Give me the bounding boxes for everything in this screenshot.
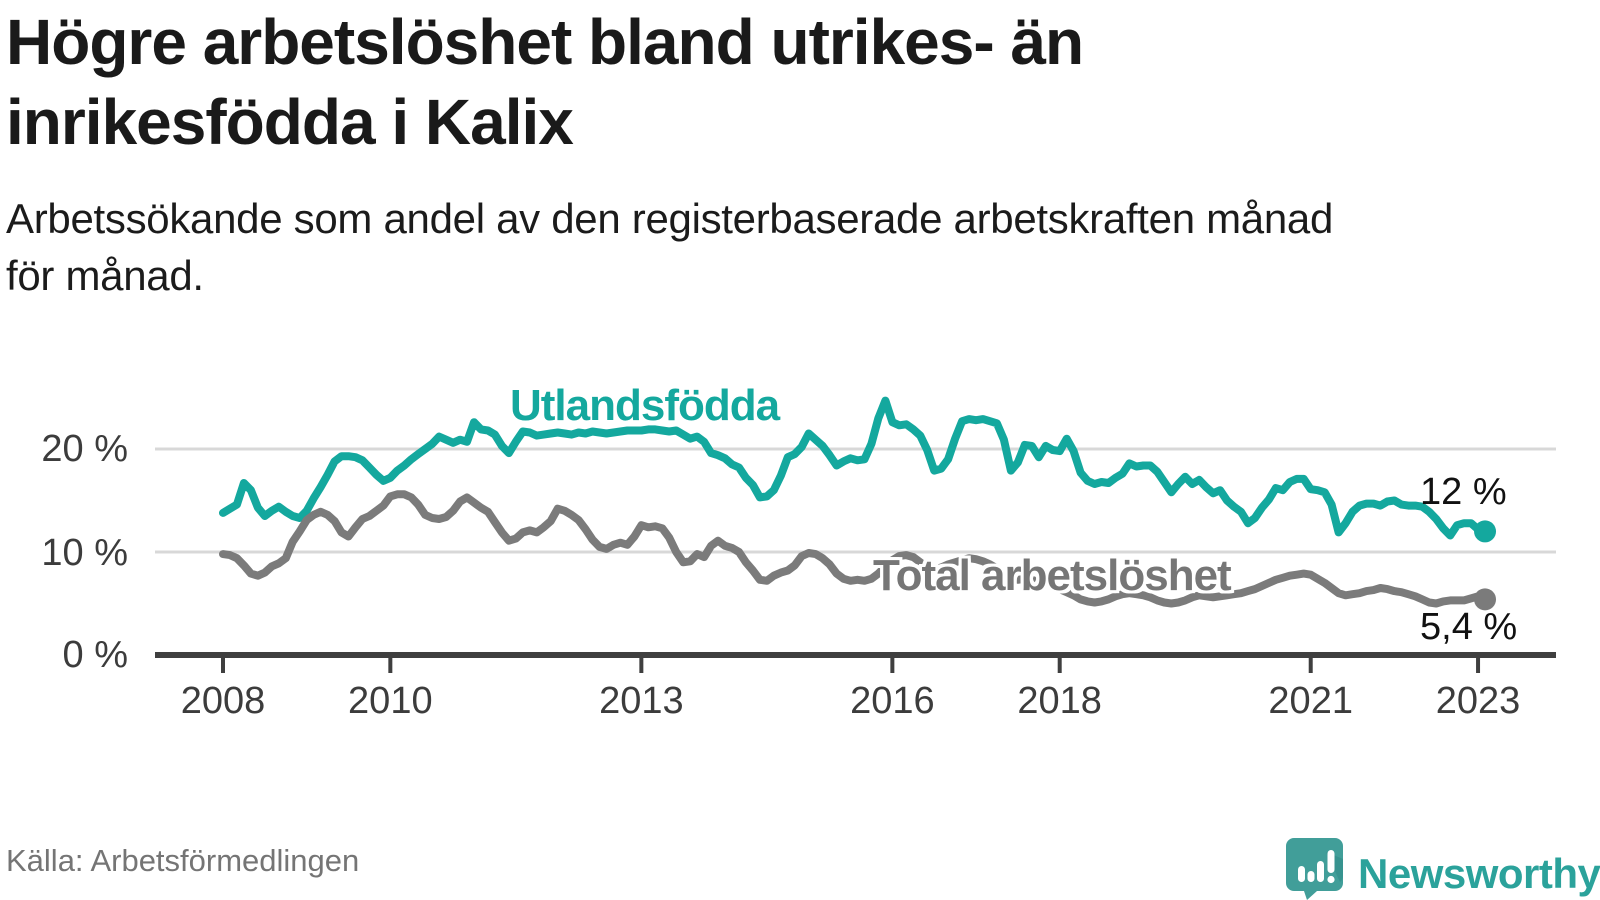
x-axis-tick-label-2023: 2023 (1435, 680, 1521, 722)
series-label-utlandsfodda: Utlandsfödda (510, 381, 780, 430)
end-dot-0 (1474, 520, 1497, 543)
series-line-0 (219, 396, 1489, 540)
subtitle-line2: för månad. (6, 252, 204, 299)
source-attribution: Källa: Arbetsförmedlingen (6, 843, 360, 878)
title-line2: inrikesfödda i Kalix (6, 86, 574, 158)
series-label-total-arbetsloshet: Total arbetslöshet (873, 551, 1232, 600)
end-value-label-utlandsfodda: 12 % (1420, 471, 1507, 513)
x-axis-tick-label-2013: 2013 (599, 680, 684, 722)
chart-subtitle: Arbetssökande som andel av den registerb… (6, 190, 1333, 304)
x-axis-tick-label-2010: 2010 (348, 680, 433, 722)
page-title: Högre arbetslöshet bland utrikes- än inr… (6, 2, 1084, 162)
newsworthy-brand-name: Newsworthy (1358, 850, 1600, 897)
end-dot-1 (1474, 588, 1497, 611)
subtitle-line1: Arbetssökande som andel av den registerb… (6, 195, 1334, 242)
x-axis-tick-label-2008: 2008 (180, 680, 266, 722)
x-axis-tick-label-2021: 2021 (1268, 680, 1353, 722)
x-axis-tick-label-2018: 2018 (1017, 680, 1102, 722)
y-axis-tick-label-0: 0 % (62, 634, 128, 676)
y-axis-tick-label-20: 20 % (41, 428, 128, 470)
title-line1: Högre arbetslöshet bland utrikes- än (6, 6, 1084, 78)
series-line-1 (219, 490, 1489, 608)
y-axis-tick-label-10: 10 % (41, 532, 128, 574)
newsworthy-pin-icon (1286, 838, 1343, 900)
x-axis-tick-label-2016: 2016 (850, 680, 935, 722)
newsworthy-logo: Newsworthy (1286, 838, 1600, 900)
end-value-label-total: 5,4 % (1420, 606, 1518, 648)
